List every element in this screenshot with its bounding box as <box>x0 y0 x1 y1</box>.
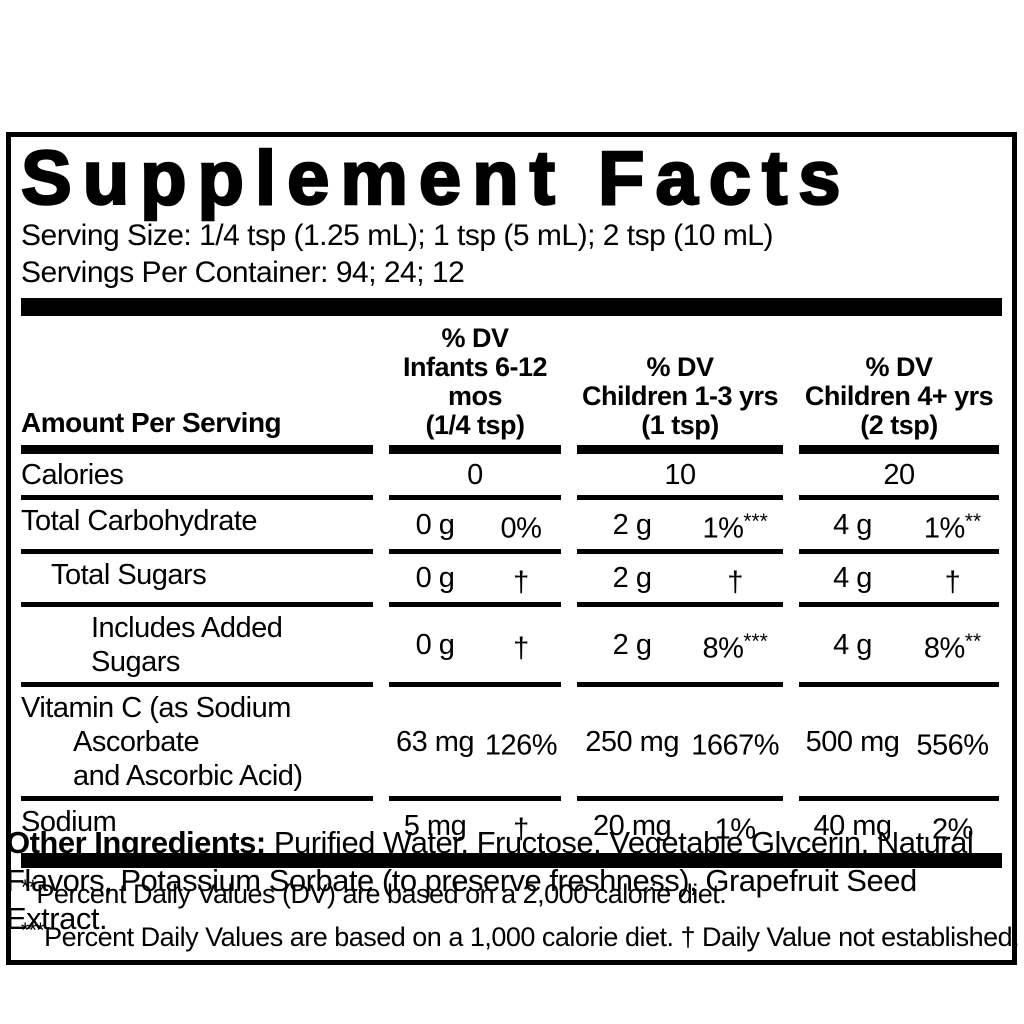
percent-value: 1% <box>714 813 756 846</box>
amount-value: 63 mg <box>395 726 475 759</box>
percent-value: † <box>513 566 529 599</box>
footnote-text: Percent Daily Values are based on a 1,00… <box>44 921 1020 952</box>
percent-value: 1%*** <box>702 510 768 545</box>
amount-per-serving-header: Amount Per Serving <box>21 316 373 454</box>
footnote-reference: ** <box>964 510 982 533</box>
calories-value: 20 <box>883 459 915 491</box>
footnote-separator-bar <box>21 852 1002 868</box>
percent-value: † <box>513 633 529 666</box>
table-row-total-carbohydrate: Total Carbohydrate 0 g 0% 2 g 1%*** 4 g … <box>21 495 1002 549</box>
column-header-children-4plus: % DV Children 4+ yrs (2 tsp) <box>799 316 999 454</box>
row-cell: 0 g 0% <box>389 495 561 549</box>
percent-value: 1667% <box>691 730 779 763</box>
footnote-2000-calorie: **Percent Daily Values (DV) are based on… <box>21 871 1002 911</box>
row-cell: 2 g 8%*** <box>577 602 783 682</box>
footnote-reference: *** <box>743 510 768 533</box>
table-row-calories: Calories 0 10 20 <box>21 454 1002 495</box>
amount-value: 4 g <box>833 562 872 595</box>
tsp-header: (2 tsp) <box>860 410 938 440</box>
amount-value: 5 mg <box>403 810 467 843</box>
row-cell: 63 mg 126% <box>389 682 561 796</box>
amount-value: 40 mg <box>813 810 892 843</box>
column-header-children-1-3: % DV Children 1-3 yrs (1 tsp) <box>577 316 783 454</box>
footnote-marker: *** <box>21 918 45 942</box>
tsp-header: (1 tsp) <box>641 410 719 440</box>
row-label: Calories <box>21 459 124 491</box>
percent-value: 8%** <box>923 630 982 666</box>
amount-value: 250 mg <box>585 726 679 759</box>
row-cell: 40 mg 2% <box>799 796 999 850</box>
row-cell: 2 g 1%*** <box>577 495 783 549</box>
amount-value: 0 g <box>415 508 455 541</box>
row-cell: 500 mg 556% <box>799 682 999 796</box>
group-header: Children 1-3 yrs <box>581 381 779 411</box>
percent-value: 556% <box>916 730 989 763</box>
percent-value: 0% <box>500 512 542 545</box>
row-cell: 0 g † <box>389 602 561 682</box>
row-label: Total Carbohydrate <box>21 495 373 549</box>
other-ingredients-text: Purified Water, Fructose, Vegetable Glyc… <box>6 825 974 936</box>
row-cell: 4 g 8%** <box>799 602 999 682</box>
serving-size-line: Serving Size: 1/4 tsp (1.25 mL); 1 tsp (… <box>21 219 773 252</box>
percent-value: 8%*** <box>702 630 768 666</box>
table-row-added-sugars: Includes Added Sugars 0 g † 2 g 8%*** 4 … <box>21 602 1002 682</box>
servings-per-container-line: Servings Per Container: 94; 24; 12 <box>21 256 465 289</box>
tsp-header: (1/4 tsp) <box>425 410 525 440</box>
footnote-reference: ** <box>964 630 982 654</box>
table-row-vitamin-c: Vitamin C (as Sodium Ascorbate and Ascor… <box>21 682 1002 796</box>
header-separator-bar <box>21 298 1002 316</box>
table-row-total-sugars: Total Sugars 0 g † 2 g † 4 g † <box>21 548 1002 603</box>
amount-value: 4 g <box>833 508 872 541</box>
percent-value: † <box>513 813 529 846</box>
row-cell: 20 mg 1% <box>577 796 783 850</box>
other-ingredients: Other Ingredients: Purified Water, Fruct… <box>6 824 1016 938</box>
percent-value: 1%** <box>923 510 982 545</box>
amount-value: 20 mg <box>593 810 672 843</box>
percent-value: 126% <box>484 730 558 763</box>
amount-value: 0 g <box>415 562 455 595</box>
dv-header: % DV <box>441 323 509 353</box>
percent-value: † <box>944 566 961 599</box>
calories-value: 10 <box>664 459 696 491</box>
row-label: Sodium <box>21 796 373 850</box>
other-ingredients-label: Other Ingredients: <box>6 825 266 860</box>
footnote-marker: ** <box>21 875 37 899</box>
table-header-row: Amount Per Serving % DV Infants 6-12 mos… <box>21 316 1002 454</box>
facts-panel: Supplement Facts Serving Size: 1/4 tsp (… <box>6 132 1020 965</box>
footnote-text: Percent Daily Values (DV) are based on a… <box>36 878 727 909</box>
group-header: Children 4+ yrs <box>804 381 994 411</box>
row-cell: 5 mg † <box>389 796 561 850</box>
amount-value: 2 g <box>612 508 652 541</box>
row-label: Total Sugars <box>21 548 373 603</box>
row-cell: 0 g † <box>389 548 561 603</box>
percent-value: † <box>727 566 743 599</box>
dv-header: % DV <box>646 352 714 382</box>
percent-value: 2% <box>932 813 973 846</box>
amount-value: 0 g <box>415 629 455 662</box>
column-header-infants: % DV Infants 6-12 mos (1/4 tsp) <box>389 316 561 454</box>
row-label: Includes Added Sugars <box>21 602 373 682</box>
row-cell: 250 mg 1667% <box>577 682 783 796</box>
row-cell: 4 g † <box>799 548 999 603</box>
amount-value: 500 mg <box>805 726 900 759</box>
row-cell: 2 g † <box>577 548 783 603</box>
group-header: Infants 6-12 mos <box>402 352 548 411</box>
row-label: Vitamin C (as Sodium Ascorbate and Ascor… <box>21 682 373 796</box>
calories-value: 0 <box>467 459 483 491</box>
row-cell: 4 g 1%** <box>799 495 999 549</box>
footnote-1000-calorie: ***Percent Daily Values are based on a 1… <box>21 914 1020 954</box>
table-row-sodium: Sodium 5 mg † 20 mg 1% 40 mg 2% <box>21 796 1002 850</box>
footnote-reference: *** <box>743 630 768 654</box>
amount-value: 2 g <box>612 629 652 662</box>
dv-header: % DV <box>865 352 933 382</box>
facts-title: Supplement Facts <box>20 136 852 221</box>
amount-value: 4 g <box>833 629 872 662</box>
amount-value: 2 g <box>612 562 652 595</box>
